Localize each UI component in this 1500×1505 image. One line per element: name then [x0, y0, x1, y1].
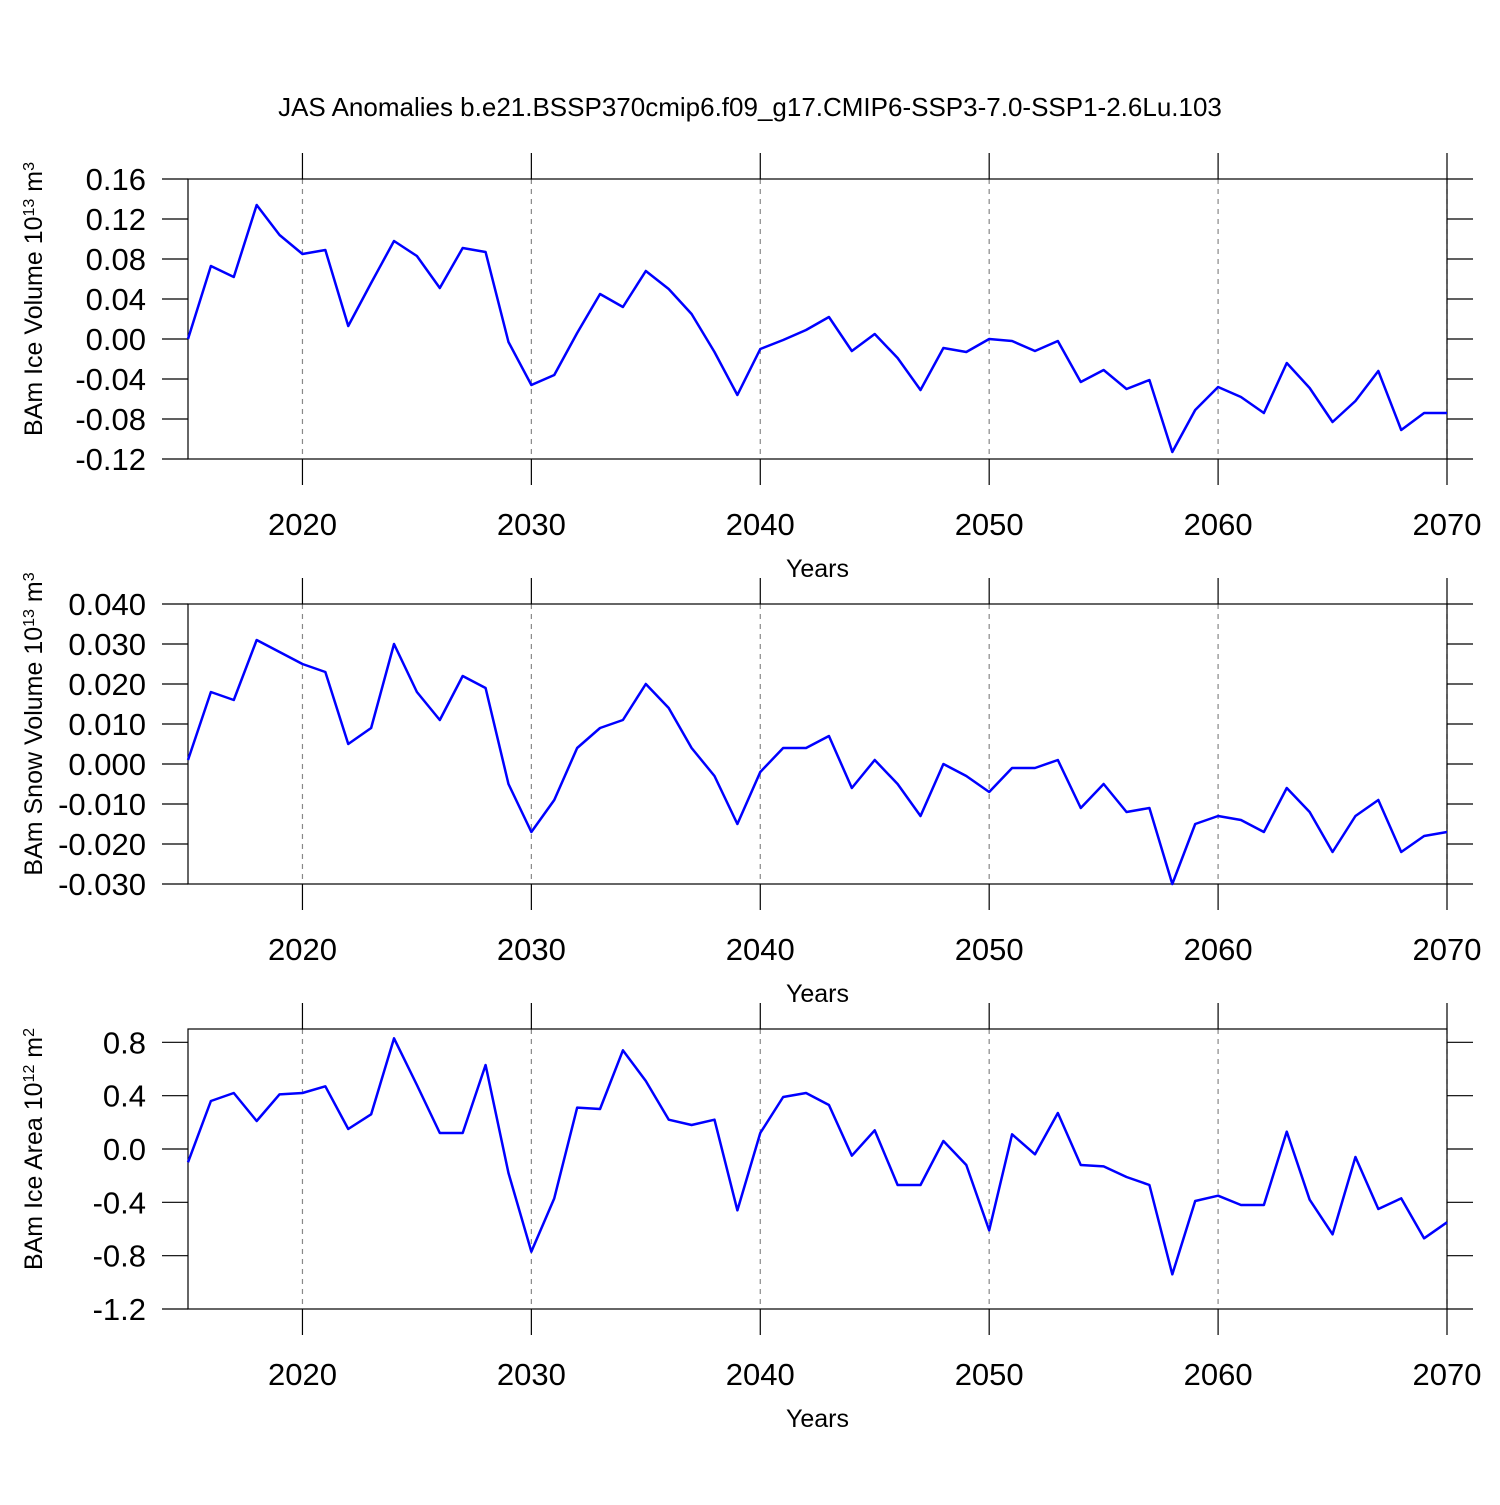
x-tick-label: 2050 [955, 1357, 1024, 1392]
y-tick-label: -1.2 [93, 1292, 146, 1327]
x-tick-label: 2040 [726, 507, 795, 542]
y-tick-label: 0.040 [68, 587, 146, 622]
x-tick-label: 2060 [1184, 1357, 1253, 1392]
y-axis-label: BAm Ice Area 1012 m2 [20, 1028, 48, 1270]
x-tick-label: 2020 [268, 1357, 337, 1392]
data-line [186, 203, 1447, 454]
y-axis-label: BAm Ice Volume 1013 m3 [20, 162, 48, 436]
x-axis-label: Years [786, 555, 849, 583]
y-tick-label: 0.020 [68, 667, 146, 702]
y-tick-label: 0.010 [68, 707, 146, 742]
x-tick-label: 2020 [268, 932, 337, 967]
y-tick-label: -0.030 [58, 867, 146, 902]
x-axis-label: Years [786, 980, 849, 1008]
y-tick-label: 0.04 [86, 282, 146, 317]
y-tick-label: -0.4 [93, 1185, 146, 1220]
y-tick-label: -0.8 [93, 1239, 146, 1274]
plot-frame [187, 603, 1448, 885]
x-axis-label: Years [786, 1405, 849, 1433]
y-tick-label: 0.8 [103, 1025, 146, 1060]
y-label-text: m [20, 171, 48, 199]
y-tick-label: 0.16 [86, 162, 146, 197]
plot-frame [187, 1028, 1448, 1310]
y-label-text: BAm Ice Volume 10 [20, 216, 48, 436]
y-label-text: m [20, 1037, 48, 1065]
y-tick-label: 0.12 [86, 202, 146, 237]
y-tick-label: 0.030 [68, 627, 146, 662]
x-tick-label: 2070 [1413, 932, 1482, 967]
x-tick-label: 2040 [726, 932, 795, 967]
y-label-superscript: 3 [21, 162, 38, 171]
data-line [186, 638, 1448, 886]
y-tick-label: 0.08 [86, 242, 146, 277]
x-tick-label: 2030 [497, 1357, 566, 1392]
x-tick-label: 2020 [268, 507, 337, 542]
x-tick-label: 2040 [726, 1357, 795, 1392]
y-tick-label: 0.4 [103, 1079, 146, 1114]
x-tick-label: 2070 [1413, 1357, 1482, 1392]
y-axis-label: BAm Snow Volume 1013 m3 [20, 572, 48, 875]
x-tick-label: 2030 [497, 507, 566, 542]
y-label-superscript: 3 [21, 572, 38, 581]
x-tick-label: 2060 [1184, 932, 1253, 967]
data-line [186, 1037, 1448, 1276]
y-label-text: BAm Ice Area 10 [20, 1082, 48, 1270]
x-tick-label: 2060 [1184, 507, 1253, 542]
y-label-text: BAm Snow Volume 10 [20, 627, 48, 876]
y-tick-label: -0.12 [75, 442, 146, 477]
y-tick-label: 0.00 [86, 322, 146, 357]
y-label-superscript: 13 [21, 609, 38, 627]
y-label-superscript: 12 [21, 1065, 38, 1083]
y-label-superscript: 13 [21, 199, 38, 217]
y-tick-label: -0.08 [75, 402, 146, 437]
y-tick-label: -0.020 [58, 827, 146, 862]
x-tick-label: 2070 [1413, 507, 1482, 542]
chart-title: JAS Anomalies b.e21.BSSP370cmip6.f09_g17… [278, 92, 1222, 122]
y-label-text: m [20, 581, 48, 609]
y-label-superscript: 2 [21, 1028, 38, 1037]
y-tick-label: -0.010 [58, 787, 146, 822]
plot-frame [187, 178, 1448, 460]
y-tick-label: 0.000 [68, 747, 146, 782]
x-tick-label: 2050 [955, 507, 1024, 542]
x-tick-label: 2050 [955, 932, 1024, 967]
x-tick-label: 2030 [497, 932, 566, 967]
y-tick-label: -0.04 [75, 362, 146, 397]
y-tick-label: 0.0 [103, 1132, 146, 1167]
